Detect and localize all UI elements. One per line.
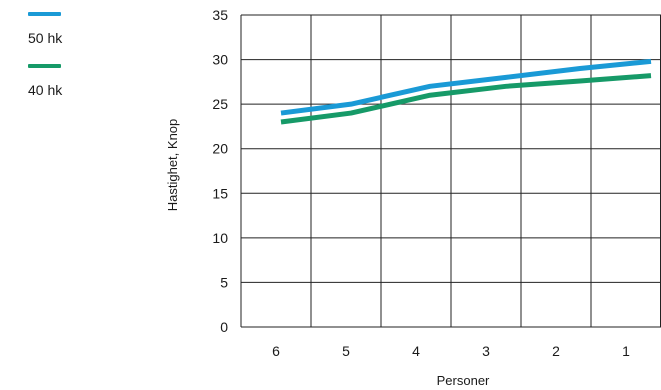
x-tick-labels: 6 5 4 3 2 1 — [272, 343, 630, 359]
y-tick-label: 30 — [212, 52, 228, 68]
y-tick-label: 20 — [212, 141, 228, 157]
legend-label-50hk: 50 hk — [28, 30, 63, 46]
x-tick-label: 6 — [272, 343, 280, 359]
grid — [240, 14, 661, 328]
x-tick-label: 3 — [482, 343, 490, 359]
legend-swatch-50hk — [28, 12, 61, 16]
x-tick-label: 2 — [552, 343, 560, 359]
y-tick-label: 5 — [220, 274, 228, 290]
legend-swatch-40hk — [28, 64, 61, 68]
y-tick-label: 35 — [212, 7, 228, 23]
x-tick-label: 5 — [342, 343, 350, 359]
series-lines — [280, 58, 652, 125]
y-tick-label: 15 — [212, 185, 228, 201]
x-tick-label: 4 — [412, 343, 420, 359]
y-axis-label: Hastighet, Knop — [165, 119, 180, 212]
series-line-40hk — [280, 73, 652, 125]
legend-label-40hk: 40 hk — [28, 82, 63, 98]
series-line-50hk — [280, 58, 652, 116]
x-tick-label: 1 — [622, 343, 630, 359]
x-axis-label: Personer — [437, 373, 490, 388]
y-tick-label: 0 — [220, 319, 228, 335]
y-tick-labels: 0 5 10 15 20 25 30 35 — [212, 7, 228, 335]
y-tick-label: 25 — [212, 96, 228, 112]
y-tick-label: 10 — [212, 230, 228, 246]
